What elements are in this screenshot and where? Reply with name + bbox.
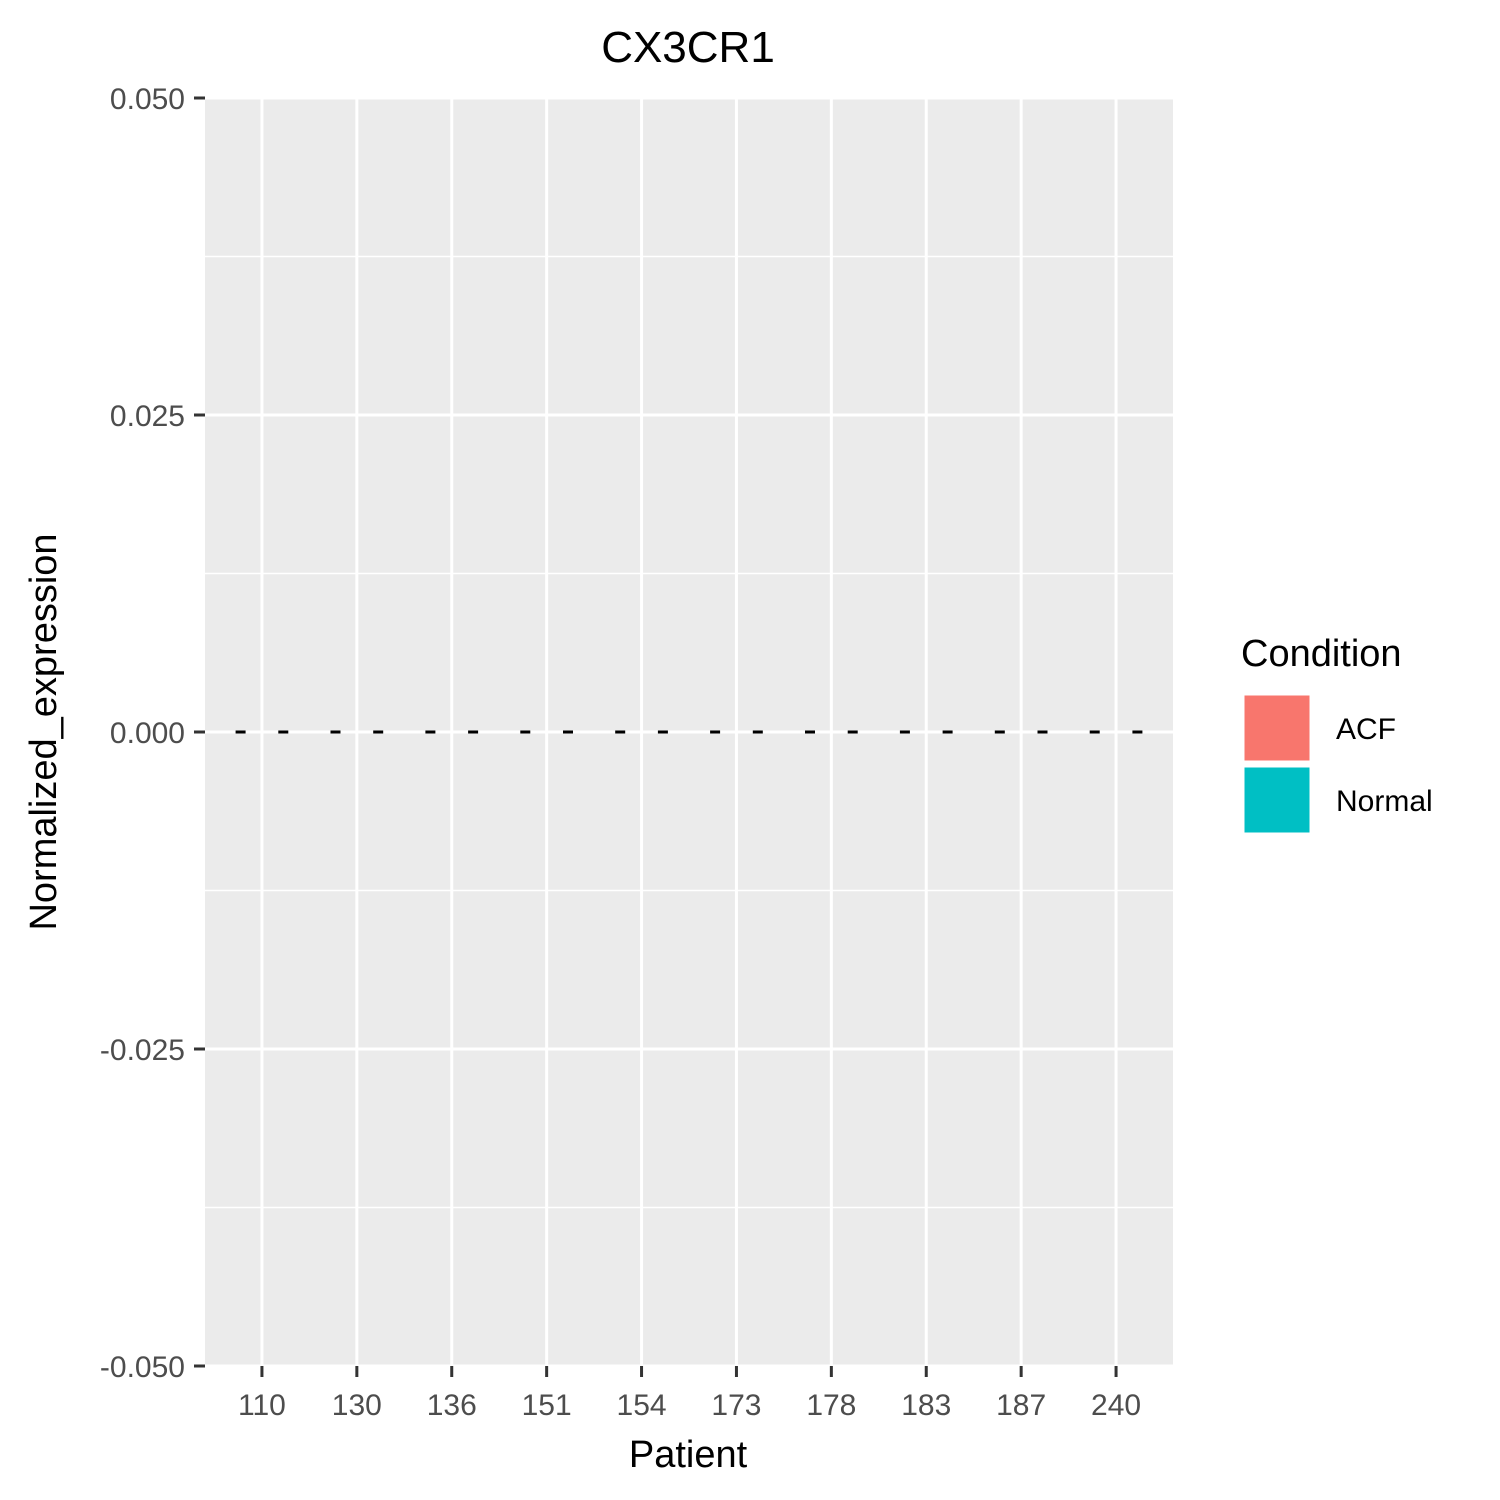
legend: Condition ACF Normal xyxy=(1241,633,1433,836)
x-tick-label: 183 xyxy=(901,1389,951,1422)
x-tick-label: 151 xyxy=(522,1389,572,1422)
legend-label-Normal: Normal xyxy=(1336,785,1433,818)
major-gridlines xyxy=(205,96,1173,1368)
y-tick-label: 0.025 xyxy=(110,400,185,433)
y-axis: 0.050 0.025 0.000 -0.025 -0.050 xyxy=(100,83,205,1384)
x-axis-title: Patient xyxy=(629,1434,748,1476)
y-tick-label: -0.050 xyxy=(100,1351,185,1384)
x-tick-label: 154 xyxy=(617,1389,667,1422)
minor-gridlines xyxy=(205,255,1173,1209)
x-tick-label: 173 xyxy=(711,1389,761,1422)
y-tick-label: -0.025 xyxy=(100,1034,185,1067)
legend-key-Normal xyxy=(1241,764,1313,836)
x-tick-label: 136 xyxy=(427,1389,477,1422)
x-tick-label: 110 xyxy=(238,1389,286,1422)
x-tick-label: 240 xyxy=(1091,1389,1141,1422)
x-tick-label: 187 xyxy=(996,1389,1046,1422)
y-tick-label: 0.050 xyxy=(110,83,185,116)
x-tick-label: 178 xyxy=(806,1389,856,1422)
x-axis: 110 130 136 151 154 173 178 183 187 240 xyxy=(238,1366,1141,1422)
legend-title: Condition xyxy=(1241,633,1402,675)
y-tick-label: 0.000 xyxy=(110,717,185,750)
x-tick-label: 130 xyxy=(332,1389,382,1422)
legend-label-ACF: ACF xyxy=(1336,713,1396,746)
chart-title: CX3CR1 xyxy=(601,23,775,72)
legend-key-ACF xyxy=(1241,692,1313,764)
y-axis-title: Normalized_expression xyxy=(23,533,65,930)
